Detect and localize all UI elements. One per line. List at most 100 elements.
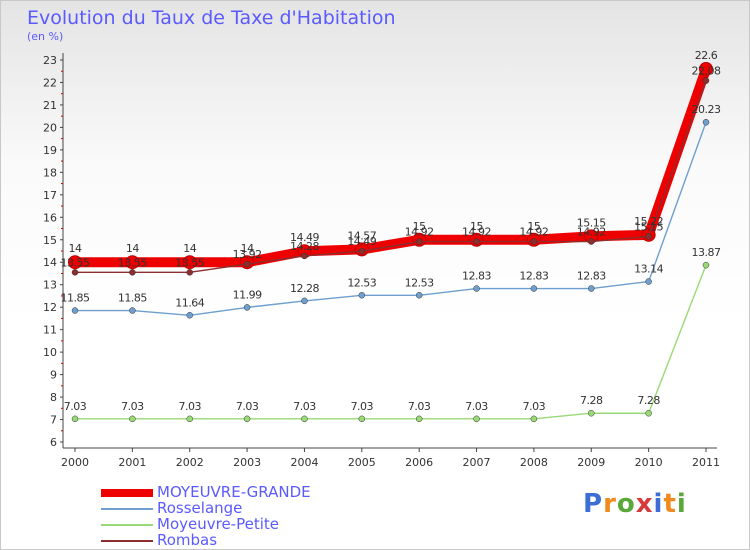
data-label: 7.28 (580, 394, 603, 407)
data-point (702, 118, 710, 126)
y-tick-label: 12 (43, 301, 57, 314)
data-label: 13.87 (692, 246, 721, 259)
y-tick-label: 20 (43, 121, 57, 134)
data-point (358, 292, 366, 299)
data-label: 14.49 (347, 235, 376, 248)
data-label: 11.85 (61, 292, 90, 305)
data-label: 15.22 (634, 215, 663, 228)
data-label: 7.03 (236, 400, 259, 413)
legend-swatch (101, 489, 153, 497)
data-label: 12.83 (577, 270, 606, 283)
y-tick-label: 9 (50, 369, 57, 382)
y-tick-label: 15 (43, 234, 57, 247)
series-line-rosselange (75, 122, 707, 316)
data-point (645, 233, 652, 240)
data-point (71, 269, 79, 276)
data-point (530, 415, 538, 423)
logo-letter: x (635, 489, 654, 519)
x-tick-label: 2000 (61, 456, 89, 469)
data-point (415, 415, 423, 423)
logo-letter: i (653, 489, 664, 519)
y-tick-label: 10 (43, 346, 57, 359)
data-label: 11.64 (175, 296, 204, 309)
data-label: 7.03 (64, 400, 87, 413)
series-line-moyeuvre-petite (75, 264, 707, 420)
y-tick-label: 23 (43, 54, 57, 67)
data-label: 14.28 (290, 240, 319, 253)
data-label: 12.83 (519, 270, 548, 283)
series-line-moyeuvre-grande (75, 67, 711, 268)
data-label: 14.92 (462, 226, 491, 239)
data-label: 7.03 (178, 400, 201, 413)
data-label: 14.49 (290, 231, 319, 244)
data-label: 14.92 (519, 226, 548, 239)
data-label: 7.03 (293, 400, 316, 413)
data-point (129, 269, 136, 276)
y-tick-label: 17 (43, 189, 57, 202)
data-point (301, 252, 308, 260)
data-label: 15.15 (634, 220, 663, 233)
data-point (71, 415, 79, 423)
logo-letter: r (603, 489, 617, 519)
logo-letter: o (616, 489, 636, 519)
data-point (182, 255, 197, 270)
legend-label: Rosselange (157, 499, 243, 517)
legend-swatch (101, 524, 153, 526)
data-point (588, 409, 595, 417)
data-label: 13.55 (175, 256, 204, 269)
data-point (645, 409, 652, 417)
data-point (530, 238, 538, 245)
data-label: 20.23 (692, 103, 721, 116)
data-label: 14 (69, 242, 82, 255)
data-point (645, 278, 652, 285)
data-label: 12.83 (462, 270, 491, 283)
data-point (473, 415, 480, 423)
data-point (71, 307, 79, 314)
x-tick-label: 2005 (348, 456, 376, 469)
y-tick-label: 6 (50, 436, 57, 449)
data-point (530, 285, 538, 292)
data-point (243, 415, 251, 423)
data-label: 14 (126, 242, 139, 255)
y-tick-label: 18 (43, 166, 57, 179)
data-label: 7.03 (523, 400, 546, 413)
data-point (186, 415, 193, 423)
legend-swatch (101, 540, 153, 542)
y-tick-label: 19 (43, 144, 57, 157)
data-point (358, 247, 366, 255)
x-tick-label: 2011 (692, 456, 720, 469)
y-tick-label: 16 (43, 211, 57, 224)
proxiti-logo: Proxiti (583, 489, 687, 519)
x-tick-label: 2009 (577, 456, 605, 469)
data-label: 22.6 (695, 49, 718, 62)
data-point (186, 312, 193, 319)
x-tick-label: 2003 (233, 456, 261, 469)
x-tick-label: 2010 (635, 456, 663, 469)
data-point (301, 415, 308, 423)
data-point (129, 415, 136, 423)
data-point (415, 238, 423, 245)
x-tick-label: 2007 (463, 456, 491, 469)
x-tick-label: 2002 (176, 456, 204, 469)
y-tick-label: 7 (50, 414, 57, 427)
series-line-rombas (75, 80, 707, 274)
data-point (186, 269, 193, 276)
y-tick-label: 22 (43, 76, 57, 89)
data-label: 7.03 (408, 400, 431, 413)
data-label: 7.03 (465, 400, 488, 413)
data-label: 15 (527, 220, 540, 233)
data-label: 14.92 (577, 226, 606, 239)
x-tick-label: 2008 (520, 456, 548, 469)
data-label: 11.99 (233, 288, 262, 301)
data-point (702, 77, 710, 84)
data-label: 15 (470, 220, 483, 233)
logo-letter: t (663, 489, 677, 519)
x-tick-label: 2004 (290, 456, 318, 469)
data-point (588, 238, 595, 245)
data-label: 14.92 (405, 226, 434, 239)
x-tick-label: 2001 (118, 456, 146, 469)
data-point (699, 61, 713, 76)
data-label: 13.55 (61, 256, 90, 269)
